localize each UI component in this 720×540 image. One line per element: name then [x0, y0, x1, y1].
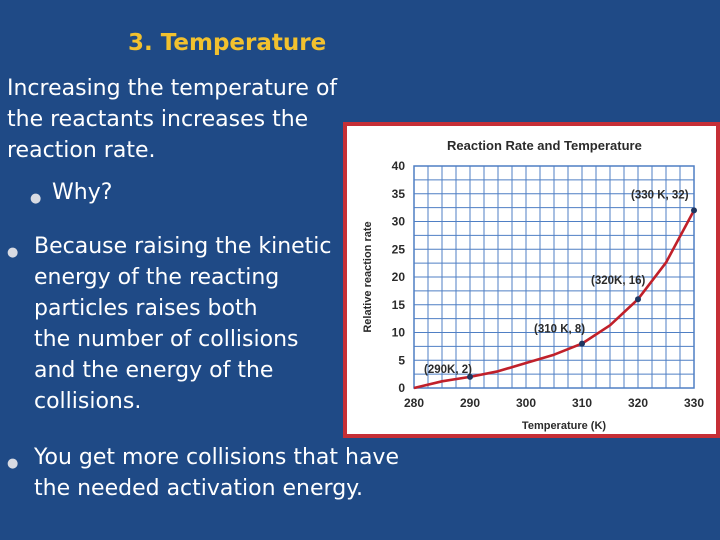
bullet-icon: ●: [7, 245, 19, 260]
because-line: the number of collisions: [34, 327, 299, 352]
x-tick-label: 320: [628, 396, 648, 410]
y-tick-label: 20: [392, 270, 406, 284]
chart-svg: Reaction Rate and Temperature 0 5 10 15 20 25 3…: [362, 138, 704, 432]
reaction-rate-chart: Reaction Rate and Temperature 0 5 10 15 20 25 3…: [343, 122, 720, 438]
why-text: Why?: [52, 180, 113, 205]
intro-line: the reactants increases the: [7, 107, 309, 132]
data-point-label: (290K, 2): [424, 364, 472, 376]
because-line: energy of the reacting: [34, 265, 280, 290]
y-tick-label: 15: [392, 298, 406, 312]
y-tick-label: 40: [392, 159, 406, 173]
because-line: collisions.: [34, 389, 142, 414]
data-point: [467, 373, 473, 380]
because-line: Because raising the kinetic: [34, 234, 332, 259]
bullet-icon: ●: [30, 191, 42, 206]
y-tick-label: 25: [392, 242, 406, 256]
y-tick-label: 5: [398, 353, 405, 367]
data-point: [635, 296, 641, 303]
y-tick-label: 30: [392, 215, 406, 229]
plot-border: [413, 165, 695, 389]
data-point-label: (330 K, 32): [631, 189, 689, 201]
because-line: and the energy of the: [34, 358, 274, 383]
chart-title: Reaction Rate and Temperature: [447, 138, 642, 153]
y-tick-label: 35: [392, 187, 406, 201]
bullet-icon: ●: [7, 456, 19, 471]
intro-line: reaction rate.: [7, 138, 156, 163]
x-tick-label: 330: [684, 396, 704, 410]
x-axis-label: Temperature (K): [522, 420, 606, 432]
x-tick-label: 310: [572, 396, 592, 410]
y-tick-label: 10: [392, 326, 406, 340]
y-tick-label: 0: [398, 381, 405, 395]
intro-text: Increasing the temperature of the reacta…: [7, 73, 347, 166]
data-point: [579, 340, 585, 347]
x-tick-label: 300: [516, 396, 536, 410]
y-axis-label: Relative reaction rate: [362, 221, 374, 332]
collisions-line: the needed activation energy.: [34, 476, 364, 501]
slide-title: 3. Temperature: [128, 30, 327, 56]
data-point: [691, 207, 697, 214]
because-line: particles raises both: [34, 296, 258, 321]
x-tick-label: 280: [404, 396, 424, 410]
data-point-label: (310 K, 8): [534, 324, 585, 336]
intro-line: Increasing the temperature of: [7, 76, 338, 101]
rate-curve: [413, 209, 696, 390]
x-tick-label: 290: [460, 396, 480, 410]
collisions-line: You get more collisions that have: [34, 445, 399, 470]
data-point-label: (320K, 16): [591, 275, 646, 287]
